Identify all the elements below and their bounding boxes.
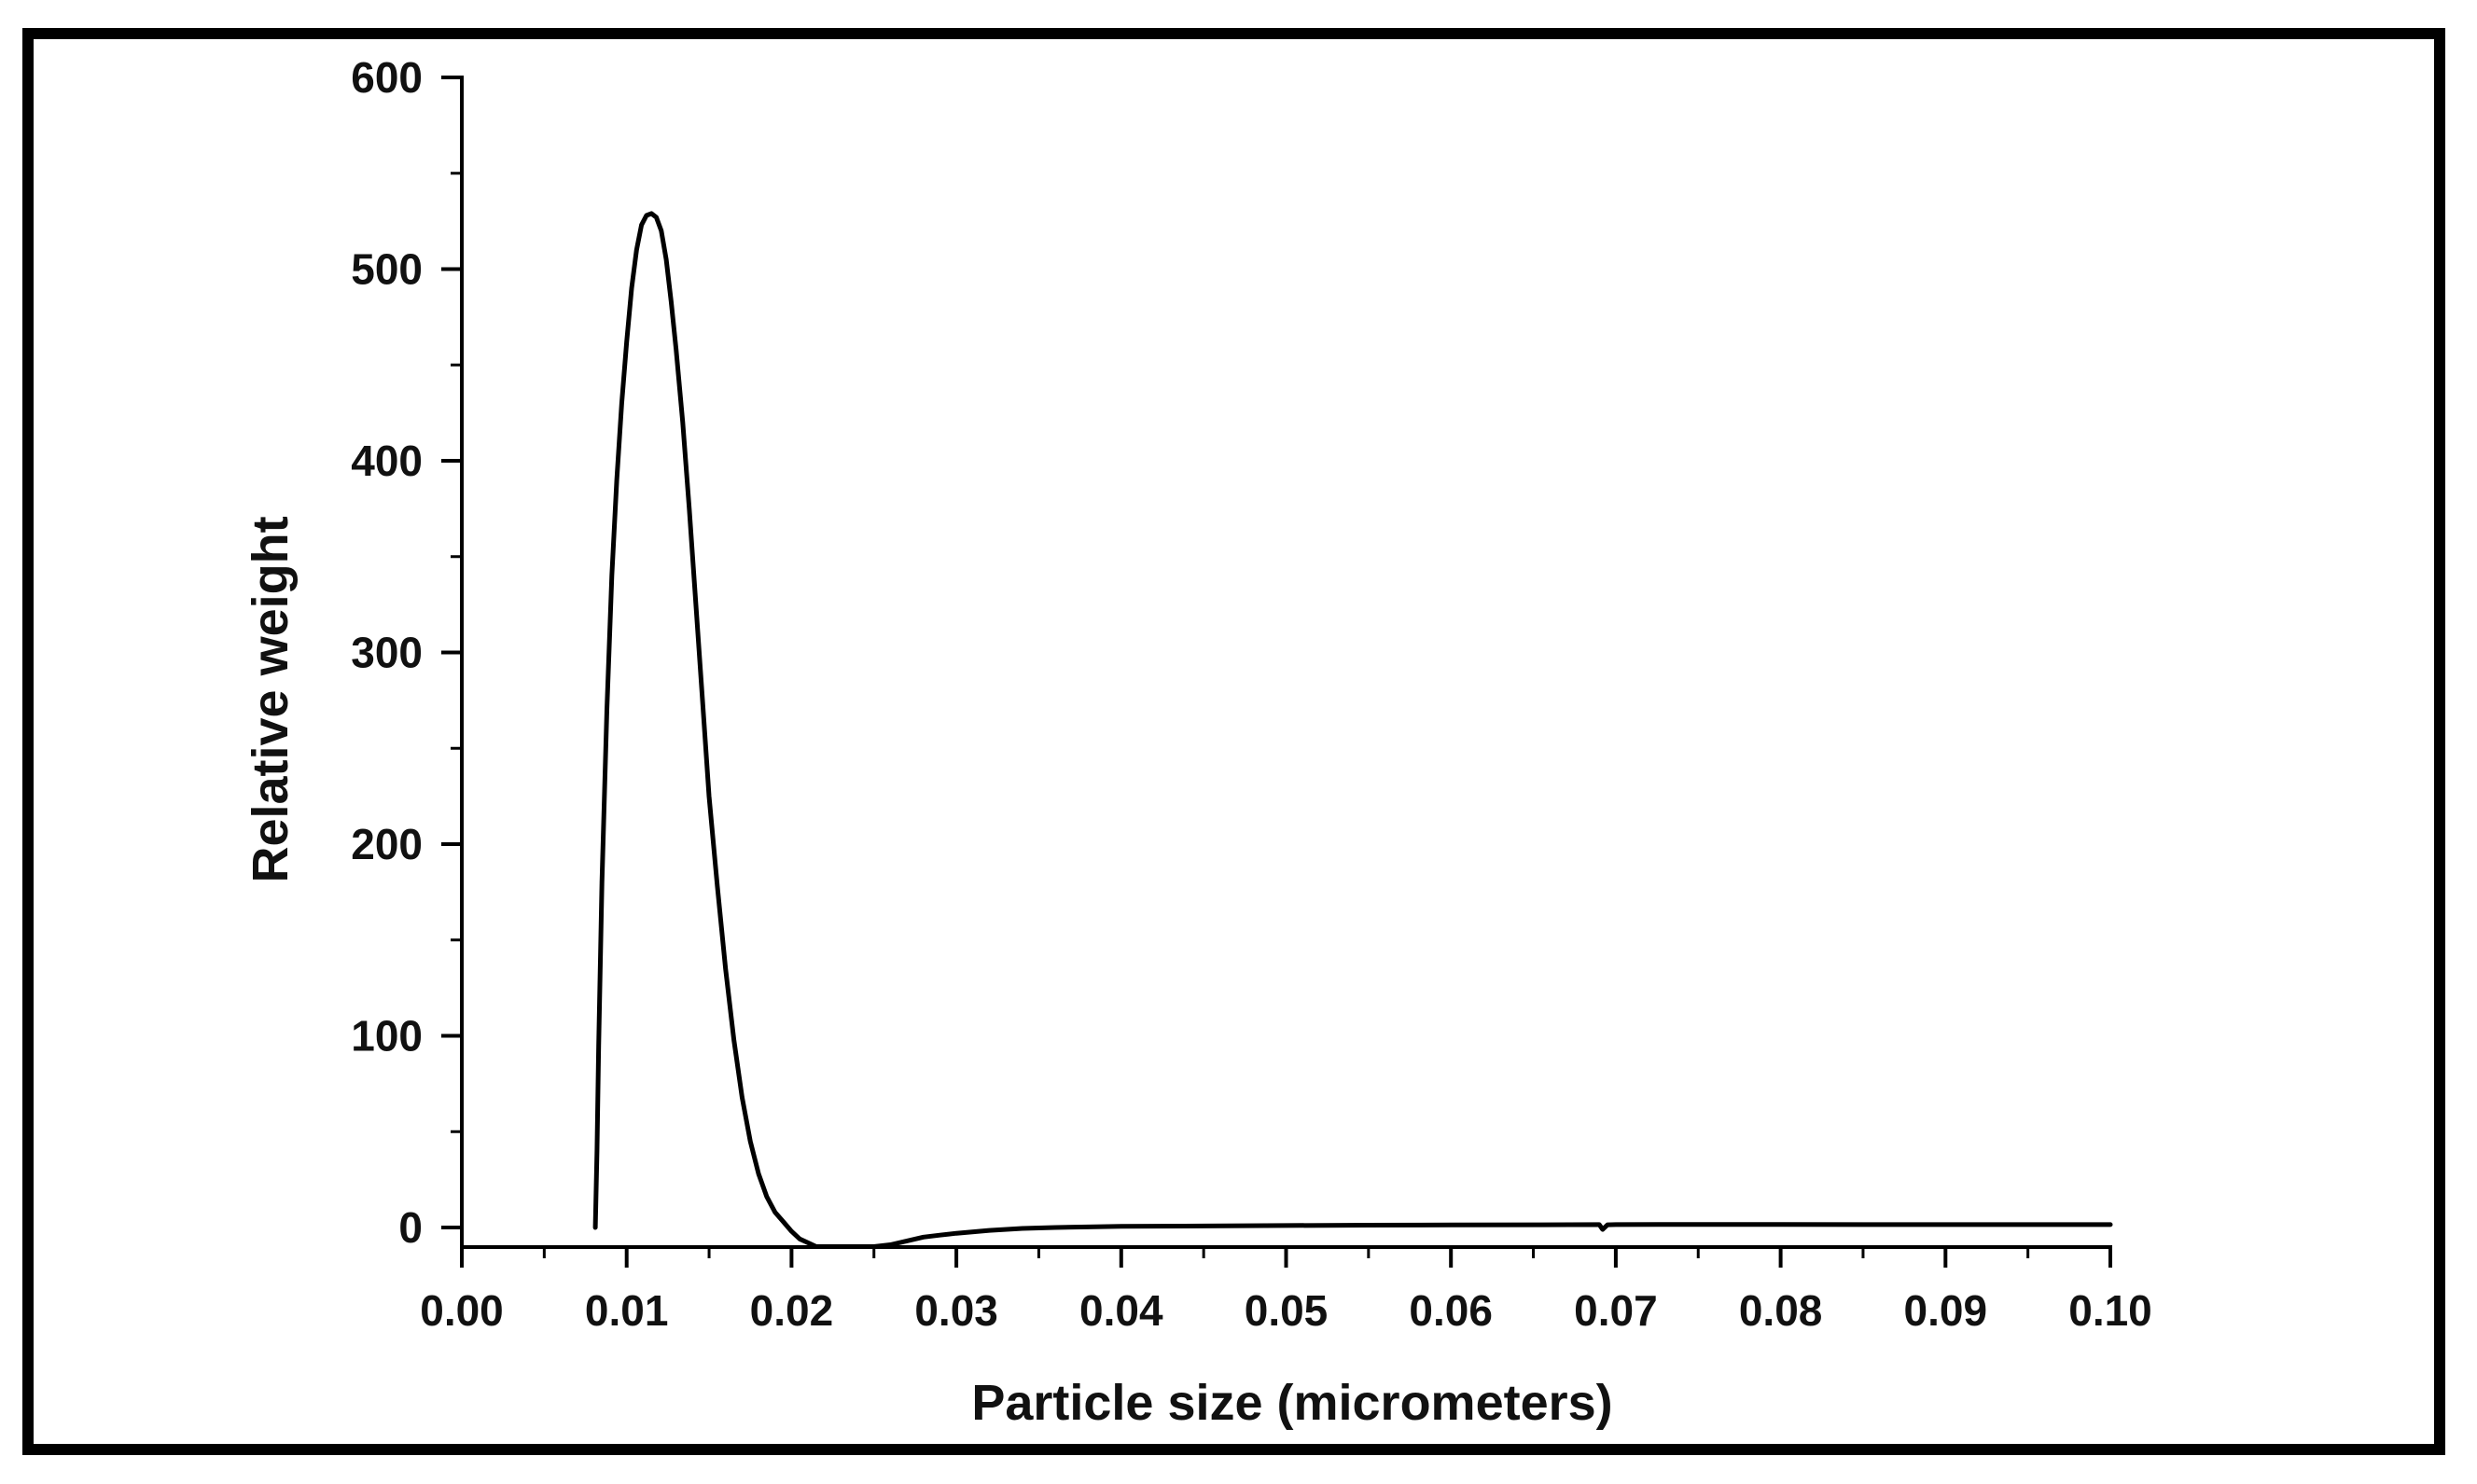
y-tick-label: 500 bbox=[351, 245, 423, 294]
x-tick-labels: 0.00 0.01 0.02 0.03 0.04 0.05 0.06 0.07 0.08 0.09… bbox=[420, 1286, 2152, 1335]
x-tick-label: 0.01 bbox=[585, 1286, 669, 1335]
y-tick-label: 0 bbox=[398, 1203, 423, 1252]
y-tick-label: 300 bbox=[351, 629, 423, 677]
y-tick-label: 400 bbox=[351, 437, 423, 485]
figure-frame bbox=[22, 28, 2445, 1455]
y-tick-label: 200 bbox=[351, 820, 423, 868]
x-tick-label: 0.08 bbox=[1739, 1286, 1823, 1335]
y-tick-label: 100 bbox=[351, 1012, 423, 1061]
x-tick-label: 0.00 bbox=[420, 1286, 504, 1335]
x-axis-title: Particle size (micrometers) bbox=[971, 1375, 1612, 1431]
x-tick-label: 0.07 bbox=[1574, 1286, 1658, 1335]
series-line bbox=[592, 211, 2113, 1249]
x-tick-label: 0.06 bbox=[1409, 1286, 1493, 1335]
x-tick-label: 0.05 bbox=[1245, 1286, 1329, 1335]
x-tick-label: 0.03 bbox=[914, 1286, 998, 1335]
x-tick-label: 0.04 bbox=[1079, 1286, 1163, 1335]
x-major-ticks bbox=[460, 1247, 2112, 1268]
y-major-ticks bbox=[441, 76, 462, 1229]
x-tick-label: 0.02 bbox=[750, 1286, 834, 1335]
y-tick-labels: 0 100 200 300 400 500 600 bbox=[351, 53, 423, 1252]
x-tick-label: 0.10 bbox=[2068, 1286, 2152, 1335]
x-tick-label: 0.09 bbox=[1904, 1286, 1988, 1335]
y-axis-title: Relative weight bbox=[243, 516, 299, 882]
y-tick-label: 600 bbox=[351, 53, 423, 102]
